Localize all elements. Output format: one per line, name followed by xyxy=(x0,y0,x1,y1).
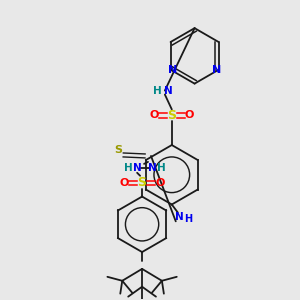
Text: N: N xyxy=(175,212,184,222)
Text: N: N xyxy=(133,163,142,173)
Text: H: H xyxy=(184,214,193,224)
Text: H: H xyxy=(157,163,165,173)
Text: S: S xyxy=(167,109,176,122)
Text: H: H xyxy=(153,85,162,96)
Text: O: O xyxy=(120,178,129,188)
Text: N: N xyxy=(212,65,221,75)
Text: N: N xyxy=(168,65,177,75)
Text: O: O xyxy=(185,110,194,120)
Text: N: N xyxy=(164,85,172,96)
Text: H: H xyxy=(124,163,133,173)
Text: O: O xyxy=(155,178,165,188)
Text: S: S xyxy=(138,176,147,189)
Text: O: O xyxy=(149,110,159,120)
Text: N: N xyxy=(148,163,156,173)
Text: S: S xyxy=(114,145,122,155)
